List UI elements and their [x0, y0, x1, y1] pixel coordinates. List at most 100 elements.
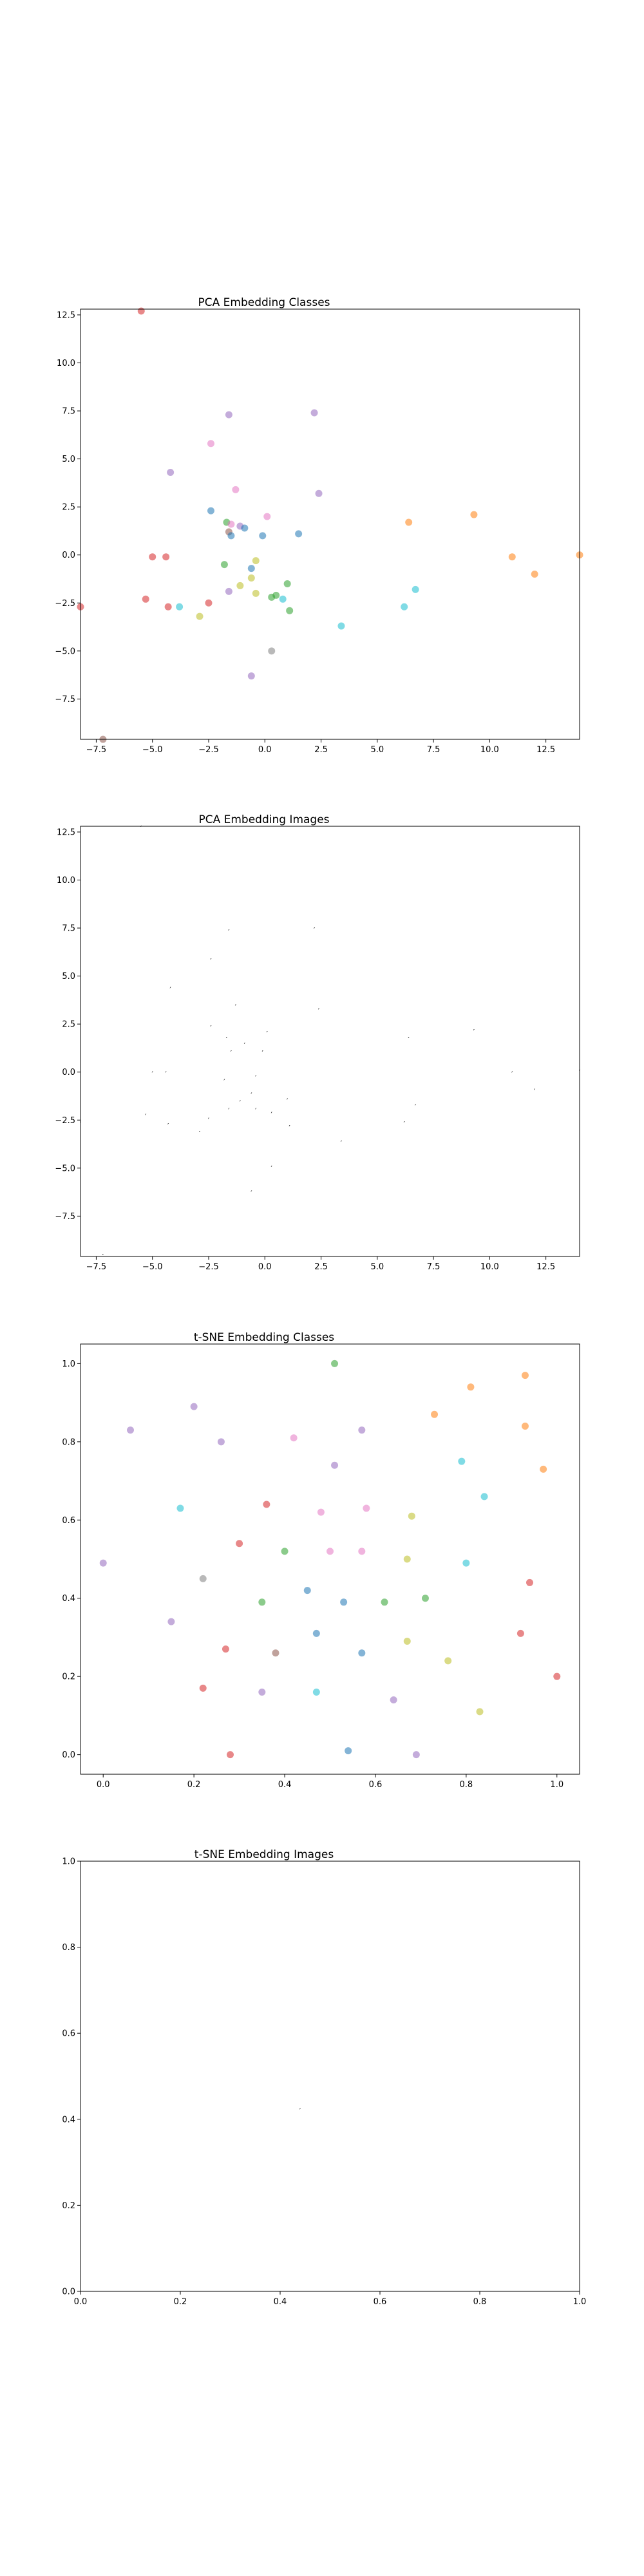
x-axis: −7.5 −5.0 −2.5 0.0 2.5 5.0 7.5 10.0 12.5 [86, 739, 555, 755]
plot-frame [80, 1861, 580, 2292]
y-tick-label: −2.5 [55, 1116, 75, 1126]
y-tick-label: 7.5 [62, 924, 75, 934]
y-tick-label: 10.0 [57, 876, 75, 886]
x-tick-label: −5.0 [142, 1262, 163, 1272]
point-glyph: ′ [473, 1028, 475, 1036]
scatter-point [480, 1493, 488, 1501]
point-glyph: ′ [287, 1097, 289, 1105]
x-axis: −7.5 −5.0 −2.5 0.0 2.5 5.0 7.5 10.0 12.5 [86, 1256, 555, 1272]
scatter-point [99, 1559, 107, 1567]
point-glyph: ′ [318, 1007, 320, 1015]
y-tick-label: −5.0 [55, 647, 75, 656]
scatter-point [247, 672, 255, 680]
scatter-point [331, 1359, 339, 1367]
x-tick-label: 7.5 [427, 745, 440, 755]
scatter-point [317, 1508, 325, 1516]
point-glyph: ′ [199, 1130, 201, 1138]
y-tick-label: 1.0 [62, 1359, 75, 1369]
scatter-point [331, 1461, 339, 1469]
chart-title: PCA Embedding Classes [198, 296, 330, 309]
scatter-point [295, 530, 303, 538]
scatter-point [345, 1747, 352, 1755]
scatter-point [252, 589, 260, 597]
scatter-point [252, 557, 260, 565]
point-glyph: ′ [231, 1049, 232, 1057]
scatter-point [458, 1457, 466, 1465]
scatter-point [358, 1426, 366, 1434]
scatter-point [303, 1587, 311, 1595]
y-tick-label: 7.5 [62, 407, 75, 417]
y-tick-label: 0.2 [62, 2201, 75, 2211]
point-glyph: ′ [228, 1106, 230, 1115]
point-glyph: ′ [226, 1036, 228, 1044]
scatter-point [403, 1638, 411, 1645]
point-glyph: ′ [145, 1112, 147, 1121]
pca-images-chart: PCA Embedding Images ′′ ′′′′ ′′′′′′ ′′′′′′ ′… [55, 813, 580, 1272]
x-tick-label: 7.5 [427, 1262, 440, 1272]
scatter-point [508, 553, 516, 561]
y-tick-label: 0.0 [62, 1750, 75, 1760]
scatter-point [142, 595, 149, 603]
x-tick-label: 0.4 [278, 1780, 292, 1790]
point-glyph: ′ [408, 1036, 410, 1044]
scatter-point [340, 1598, 348, 1606]
point-glyph: ′ [169, 985, 171, 994]
x-tick-label: −2.5 [198, 745, 219, 755]
scatter-point [259, 532, 267, 540]
scatter-point [258, 1688, 266, 1696]
scatter-point [222, 1645, 229, 1653]
scatter-point [337, 622, 345, 630]
x-tick-label: 0.0 [258, 1262, 272, 1272]
point-glyph: ′ [415, 1103, 417, 1111]
scatter-point [327, 1548, 334, 1555]
scatter-point [149, 553, 156, 561]
x-tick-label: 0.6 [369, 1780, 383, 1790]
x-tick-label: 10.0 [480, 1262, 499, 1272]
scatter-point [207, 440, 214, 448]
point-glyph: ′ [235, 1003, 237, 1011]
scatter-point [258, 1598, 266, 1606]
y-tick-label: 0.4 [62, 1594, 75, 1604]
point-glyph: ′ [167, 1122, 169, 1130]
scatter-point [263, 1501, 270, 1508]
point-glyph: ′ [534, 1088, 536, 1096]
x-tick-label: 5.0 [370, 1262, 384, 1272]
point-glyph: ′ [403, 1120, 405, 1128]
point-glyph: ′ [262, 1049, 264, 1057]
scatter-point [521, 1372, 529, 1379]
x-tick-label: 0.8 [460, 1780, 473, 1790]
chart-title: t-SNE Embedding Images [194, 1848, 334, 1861]
y-tick-label: −5.0 [55, 1164, 75, 1173]
scatter-point [283, 580, 291, 587]
x-tick-label: −7.5 [86, 745, 107, 755]
point-glyph: ′ [210, 957, 212, 965]
scatter-point [247, 574, 255, 582]
y-axis: −7.5 −5.0 −2.5 0.0 2.5 5.0 7.5 10.0 12.5 [55, 310, 80, 705]
y-tick-label: 1.0 [62, 1857, 75, 1867]
scatter-point [272, 591, 280, 599]
scatter-point [220, 561, 228, 569]
x-tick-label: 10.0 [480, 745, 499, 755]
scatter-point [263, 513, 271, 520]
x-tick-label: −7.5 [86, 1262, 107, 1272]
point-glyph: ′ [244, 1041, 246, 1050]
scatter-point [315, 489, 323, 497]
point-glyph: ′ [228, 928, 230, 936]
x-tick-label: 0.8 [473, 2297, 487, 2307]
y-tick-label: 5.0 [62, 972, 75, 981]
x-axis: 0.0 0.2 0.4 0.6 0.8 1.0 [97, 1774, 564, 1790]
scatter-point [444, 1657, 452, 1665]
plot-frame [80, 1343, 580, 1775]
chart-marks [77, 307, 583, 743]
scatter-point [281, 1548, 289, 1555]
plot-frame [80, 826, 580, 1257]
scatter-point [190, 1403, 198, 1410]
scatter-point [225, 587, 232, 595]
scatter-point [540, 1465, 547, 1473]
scatter-point [205, 599, 213, 607]
chart-marks [99, 1359, 561, 1759]
scatter-point [470, 511, 478, 518]
scatter-point [167, 1618, 175, 1625]
y-tick-label: 0.0 [62, 1068, 75, 1077]
scatter-point [241, 524, 249, 532]
